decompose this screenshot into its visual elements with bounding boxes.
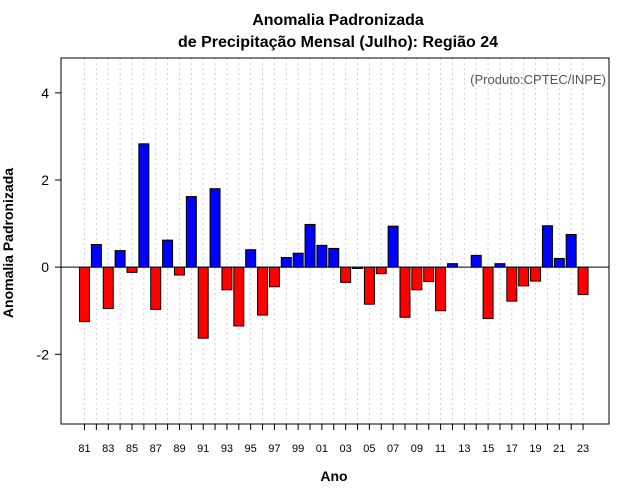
chart-subtitle: de Precipitação Mensal (Julho): Região 2… bbox=[178, 34, 498, 51]
x-tick-label: 21 bbox=[553, 443, 565, 455]
bar-1987 bbox=[150, 266, 162, 310]
bar-2000 bbox=[304, 223, 316, 268]
x-tick-label: 87 bbox=[150, 443, 162, 455]
bar-2016 bbox=[494, 263, 506, 268]
bar-1981 bbox=[79, 266, 90, 323]
bar-2003 bbox=[340, 266, 352, 283]
bar-2001 bbox=[316, 244, 328, 268]
x-tick-label: 01 bbox=[316, 443, 328, 455]
x-tick-label: 15 bbox=[482, 443, 494, 455]
bar-1985 bbox=[126, 266, 138, 273]
x-tick-label: 17 bbox=[506, 443, 518, 455]
bar-1993 bbox=[221, 266, 233, 291]
bar-2018 bbox=[518, 266, 530, 287]
x-tick-label: 09 bbox=[411, 443, 423, 455]
bar-1995 bbox=[245, 249, 257, 268]
bar-2009 bbox=[411, 266, 423, 291]
x-tick-label: 99 bbox=[292, 443, 304, 455]
bar-1996 bbox=[257, 266, 269, 316]
x-tick-label: 91 bbox=[197, 443, 209, 455]
x-tick-label: 85 bbox=[126, 443, 138, 455]
bar-2004 bbox=[352, 266, 364, 269]
bar-1998 bbox=[280, 257, 292, 268]
y-tick-label: 0 bbox=[41, 259, 49, 275]
bar-1992 bbox=[209, 188, 221, 268]
x-axis: 81 83 85 87 89 91 93 95 97 99 01 03 05 07 09 11 13 15 17 19… bbox=[78, 424, 589, 455]
bar-2023 bbox=[577, 266, 589, 296]
x-tick-label: 19 bbox=[529, 443, 541, 455]
bar-1986 bbox=[138, 143, 150, 268]
bar-2006 bbox=[375, 266, 387, 275]
bar-2017 bbox=[506, 266, 518, 302]
x-tick-label: 23 bbox=[577, 443, 589, 455]
x-tick-label: 07 bbox=[387, 443, 399, 455]
bar-2015 bbox=[482, 266, 494, 320]
x-tick-label: 93 bbox=[221, 443, 233, 455]
bar-2005 bbox=[363, 266, 375, 305]
bar-2019 bbox=[530, 266, 542, 282]
bar-2020 bbox=[541, 225, 553, 268]
bar-1991 bbox=[197, 266, 209, 339]
vertical-grid bbox=[84, 58, 584, 424]
bar-2011 bbox=[435, 266, 447, 312]
bar-1990 bbox=[185, 196, 197, 268]
bar-1983 bbox=[102, 266, 114, 310]
credit-annotation: (Produto:CPTEC/INPE) bbox=[470, 72, 606, 87]
bar-2010 bbox=[423, 266, 435, 283]
y-axis-label: Anomalia Padronizada bbox=[0, 168, 16, 318]
x-axis-label: Ano bbox=[320, 468, 347, 484]
bar-2008 bbox=[399, 266, 411, 318]
bar-1997 bbox=[268, 266, 280, 288]
x-tick-label: 05 bbox=[363, 443, 375, 455]
y-axis: -2 0 2 4 bbox=[37, 85, 61, 362]
bar-1982 bbox=[90, 243, 102, 268]
y-tick-label: 4 bbox=[41, 85, 49, 101]
bar-1999 bbox=[292, 252, 304, 268]
x-tick-label: 11 bbox=[435, 443, 446, 455]
y-tick-label: -2 bbox=[37, 346, 50, 362]
bar-1984 bbox=[114, 250, 126, 268]
bar-2012 bbox=[446, 263, 458, 268]
bar-1994 bbox=[233, 266, 245, 327]
x-tick-label: 89 bbox=[173, 443, 185, 455]
x-tick-label: 81 bbox=[78, 443, 90, 455]
bar-2002 bbox=[328, 247, 340, 268]
bar-2021 bbox=[553, 257, 565, 268]
bars bbox=[79, 143, 589, 339]
x-tick-label: 95 bbox=[245, 443, 257, 455]
bar-2007 bbox=[387, 225, 399, 268]
bar-2022 bbox=[565, 233, 577, 268]
bar-1988 bbox=[162, 239, 174, 268]
bar-2014 bbox=[470, 254, 482, 268]
plot-frame bbox=[60, 57, 610, 425]
x-tick-label: 03 bbox=[340, 443, 352, 455]
x-tick-label: 83 bbox=[102, 443, 114, 455]
x-tick-label: 97 bbox=[268, 443, 280, 455]
bar-1989 bbox=[173, 266, 185, 276]
y-tick-label: 2 bbox=[41, 172, 49, 188]
x-tick-label: 13 bbox=[458, 443, 470, 455]
chart-title: Anomalia Padronizada bbox=[252, 12, 424, 29]
